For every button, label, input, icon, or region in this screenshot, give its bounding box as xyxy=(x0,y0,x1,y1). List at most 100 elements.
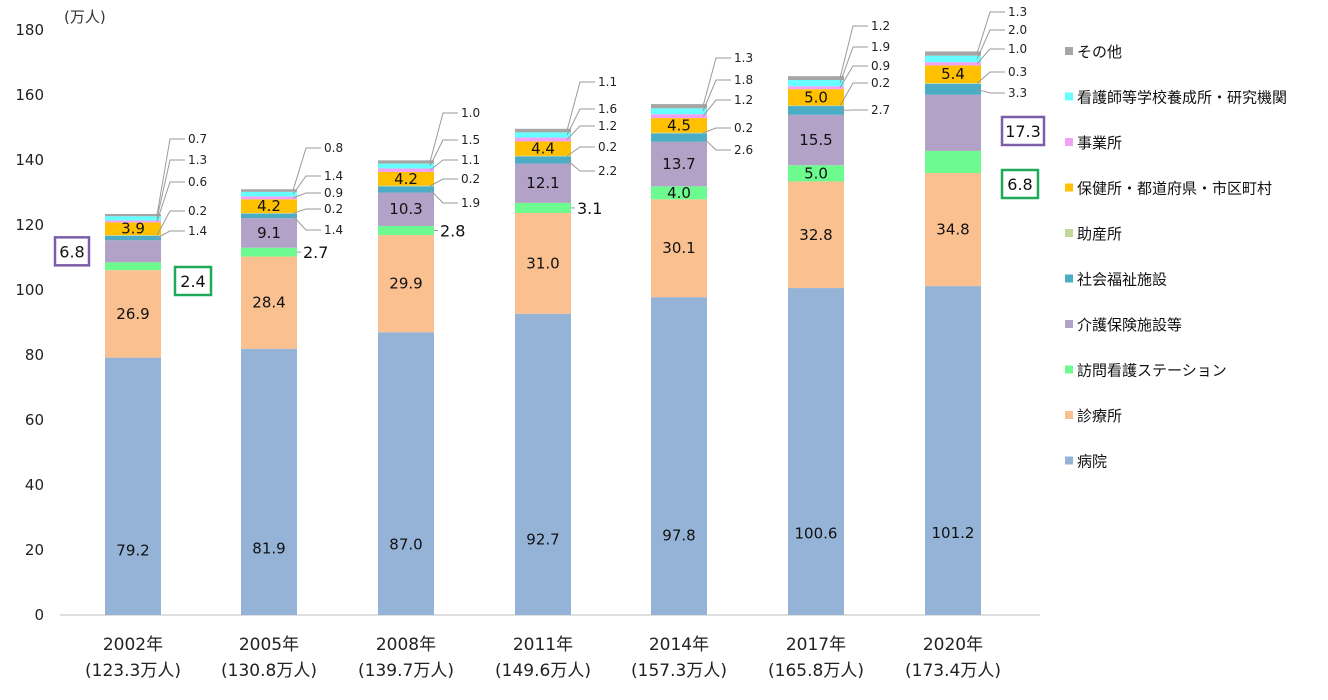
data-label: 5.0 xyxy=(804,88,828,106)
data-label: 3.1 xyxy=(577,199,602,218)
bar-segment xyxy=(925,82,981,84)
bar-segment xyxy=(651,114,707,119)
data-label: 1.8 xyxy=(734,73,753,87)
leader-line xyxy=(702,99,731,117)
data-label: 2.6 xyxy=(734,143,753,157)
bar-segment xyxy=(105,240,161,263)
bar-segment xyxy=(378,332,434,615)
data-label: 3.3 xyxy=(1008,86,1027,100)
data-label: 97.8 xyxy=(662,527,695,545)
bar-segment xyxy=(515,155,571,157)
x-tick-label: 2008年 xyxy=(376,635,436,655)
bar-segment xyxy=(105,262,161,271)
leader-line xyxy=(976,48,1005,65)
bar-segment xyxy=(105,216,161,221)
legend-label: 看護師等学校養成所・研究機関 xyxy=(1077,89,1287,107)
bar-segment xyxy=(515,137,571,142)
bar-segment xyxy=(241,189,297,192)
x-tick-label: 2011年 xyxy=(513,635,573,655)
y-tick-label: 180 xyxy=(15,21,44,39)
data-label: 100.6 xyxy=(795,524,838,542)
y-tick-label: 120 xyxy=(15,216,44,234)
leader-line xyxy=(702,57,731,107)
data-label: 1.1 xyxy=(598,75,617,89)
legend-label: 診療所 xyxy=(1077,407,1122,425)
highlight-label: 6.8 xyxy=(1007,175,1032,194)
data-label: 0.3 xyxy=(1008,65,1027,79)
data-label: 10.3 xyxy=(389,200,422,218)
bar-segment xyxy=(788,80,844,87)
data-label: 1.0 xyxy=(1008,42,1027,56)
x-tick-total: (173.4万人) xyxy=(905,661,1001,681)
bar-segment xyxy=(241,191,297,197)
bar-segment xyxy=(105,213,161,217)
data-label: 101.2 xyxy=(932,524,975,542)
bar-segment xyxy=(515,313,571,615)
bar-segment xyxy=(515,212,571,314)
leader-line xyxy=(566,146,595,157)
x-tick-label: 2014年 xyxy=(649,635,709,655)
data-label: 0.2 xyxy=(734,121,753,135)
leader-line xyxy=(566,125,595,140)
data-label: 1.4 xyxy=(324,223,343,237)
bar-segment xyxy=(378,168,434,173)
bar-segment xyxy=(788,165,844,182)
legend-label: 助産所 xyxy=(1077,225,1122,243)
x-tick-total: (130.8万人) xyxy=(221,661,317,681)
data-label: 0.9 xyxy=(324,186,343,200)
data-label: 5.0 xyxy=(804,164,828,182)
data-label: 0.2 xyxy=(324,202,343,216)
bar-segment xyxy=(925,65,981,83)
legend-label: 病院 xyxy=(1077,453,1107,471)
data-label: 1.4 xyxy=(188,224,207,238)
data-label: 1.3 xyxy=(734,51,753,65)
data-label: 2.7 xyxy=(303,243,328,262)
bar-segment xyxy=(378,225,434,236)
data-label: 0.8 xyxy=(324,141,343,155)
y-tick-label: 140 xyxy=(15,151,44,169)
data-label: 0.2 xyxy=(188,204,207,218)
legend-label: 事業所 xyxy=(1077,134,1122,152)
data-label: 1.2 xyxy=(871,19,890,33)
data-label: 29.9 xyxy=(389,275,422,293)
leader-line xyxy=(566,81,595,131)
bar-segment xyxy=(788,106,844,115)
bar-segment xyxy=(788,105,844,107)
leader-line xyxy=(976,29,1005,60)
data-label: 1.1 xyxy=(461,153,480,167)
legend-label: 介護保険施設等 xyxy=(1077,316,1182,334)
bar-segment xyxy=(105,357,161,615)
data-label: 5.4 xyxy=(941,65,965,83)
bar-segment xyxy=(515,128,571,133)
leader-line xyxy=(156,159,185,219)
leader-line xyxy=(429,139,458,167)
bar-segment xyxy=(241,199,297,213)
data-label: 81.9 xyxy=(252,539,285,557)
bar-segment xyxy=(378,160,434,164)
legend-swatch xyxy=(1065,92,1073,101)
leader-line xyxy=(702,127,731,134)
leader-line xyxy=(429,112,458,163)
bar-segment xyxy=(515,141,571,156)
bar-segment xyxy=(241,212,297,214)
bar-segment xyxy=(378,185,434,187)
x-tick-total: (123.3万人) xyxy=(85,661,181,681)
leader-line xyxy=(292,192,321,199)
data-label: 9.1 xyxy=(257,224,281,242)
bar-segment xyxy=(925,150,981,173)
bar-segment xyxy=(515,132,571,138)
data-label: 2.7 xyxy=(871,103,890,117)
leader-line xyxy=(292,147,321,191)
legend-swatch xyxy=(1065,320,1073,328)
leader-line xyxy=(156,181,185,222)
y-tick-label: 160 xyxy=(15,86,44,104)
legend-swatch xyxy=(1065,138,1073,146)
bar-segment xyxy=(651,118,707,133)
x-tick-total: (157.3万人) xyxy=(631,661,727,681)
data-label: 26.9 xyxy=(116,305,149,323)
legend-swatch xyxy=(1065,365,1073,374)
data-label: 1.0 xyxy=(461,106,480,120)
leader-line xyxy=(566,108,595,136)
bar-segment xyxy=(651,132,707,134)
legend-label: 保健所・都道府県・市区町村 xyxy=(1077,180,1272,198)
